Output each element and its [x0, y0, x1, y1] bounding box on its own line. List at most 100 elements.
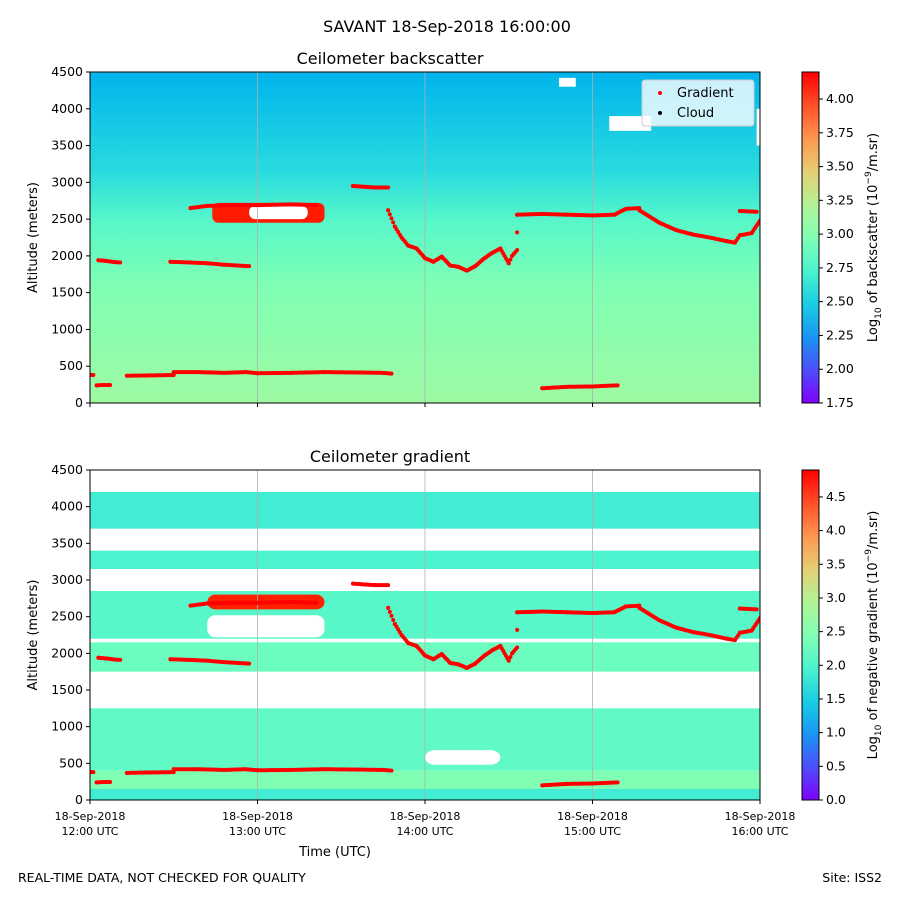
colorbar-tick-label: 3.75 [826, 125, 854, 140]
x-axis-label: Time (UTC) [298, 845, 371, 860]
y-tick-label: 2500 [51, 211, 83, 226]
x-tick-label: 18-Sep-2018 [390, 810, 461, 823]
colorbar-tick-label: 2.0 [826, 657, 846, 672]
y-tick-label: 1000 [51, 321, 83, 336]
colorbar-label: Log10 of negative gradient (10−9/m.sr) [864, 511, 884, 760]
site-label: Site: ISS2 [822, 870, 882, 885]
missing-data-patch [609, 116, 652, 131]
y-tick-label: 3000 [51, 572, 83, 587]
gradient-point [247, 661, 252, 666]
colorbar [801, 71, 820, 404]
colorbar-tick-label: 2.00 [826, 361, 854, 376]
x-tick-label: 18-Sep-2018 [55, 810, 126, 823]
gradient-point [108, 780, 113, 785]
gradient-point [389, 216, 394, 221]
colorbar-tick-label: 2.50 [826, 294, 854, 309]
gradient-point [389, 613, 394, 618]
gradient-point [314, 203, 319, 208]
colorbar-tick-label: 3.5 [826, 556, 846, 571]
figure-suptitle: SAVANT 18-Sep-2018 16:00:00 [323, 17, 571, 36]
y-tick-label: 4500 [51, 462, 83, 477]
y-tick-label: 0 [75, 395, 83, 410]
gradient-series [90, 581, 760, 788]
gradient-point [615, 780, 620, 785]
missing-data-patch [425, 750, 501, 765]
missing-data-patch [756, 108, 760, 146]
colorbar-tick-label: 1.5 [826, 691, 846, 706]
y-axis-label: Altitude (meters) [26, 182, 41, 293]
y-tick-label: 4500 [51, 64, 83, 79]
y-axis-label: Altitude (meters) [26, 580, 41, 691]
gradient-point [387, 212, 392, 217]
gradient-point [386, 583, 391, 588]
gradient-point [754, 607, 759, 612]
gradient-point [118, 260, 123, 265]
x-tick-label: 12:00 UTC [61, 825, 118, 838]
y-tick-label: 0 [75, 792, 83, 807]
y-tick-label: 3500 [51, 535, 83, 550]
gradient-point [515, 230, 520, 235]
colorbar-label: Log10 of backscatter (10−9/m.sr) [864, 133, 884, 342]
gradient-point [508, 655, 513, 659]
colorbar-tick-label: 4.0 [826, 523, 846, 538]
gradient-point [391, 617, 396, 622]
colorbar-tick-label: 4.00 [826, 91, 854, 106]
y-tick-label: 2500 [51, 609, 83, 624]
colorbar-tick-label: 1.75 [826, 395, 854, 410]
colorbar-tick-label: 3.0 [826, 590, 846, 605]
gradient-point [118, 657, 123, 662]
y-tick-label: 3500 [51, 138, 83, 153]
colorbar-tick-label: 4.5 [826, 489, 846, 504]
x-tick-label: 14:00 UTC [396, 825, 453, 838]
x-tick-label: 18-Sep-2018 [725, 810, 796, 823]
x-tick-label: 13:00 UTC [229, 825, 286, 838]
gradient-point [314, 600, 319, 605]
gradient-point [389, 371, 394, 376]
legend-marker [658, 111, 662, 115]
colorbar [801, 469, 820, 801]
colorbar-tick-label: 2.25 [826, 327, 854, 342]
y-tick-label: 500 [59, 358, 83, 373]
legend-marker [658, 91, 662, 95]
gradient-point [506, 261, 511, 266]
y-tick-label: 1000 [51, 719, 83, 734]
gradient-point [389, 768, 394, 773]
chart-title: Ceilometer backscatter [297, 49, 484, 68]
y-tick-label: 4000 [51, 499, 83, 514]
colorbar-tick-label: 2.75 [826, 260, 854, 275]
gradient-point [515, 645, 520, 650]
x-tick-label: 18-Sep-2018 [222, 810, 293, 823]
gradient-point [386, 605, 391, 610]
backscatter-chart: 0 500 1000 1500 2000 2500 3000 3500 4000 4500 Ceil… [26, 49, 884, 410]
chart-title: Ceilometer gradient [310, 447, 470, 466]
colorbar-tick-label: 0.0 [826, 792, 846, 807]
colorbar-tick-label: 3.00 [826, 226, 854, 241]
gradient-point [615, 383, 620, 388]
gradient-chart: 0 500 1000 1500 2000 2500 3000 3500 4000 4500 18-S… [26, 447, 884, 860]
y-tick-label: 3000 [51, 174, 83, 189]
legend-box [641, 79, 755, 127]
gradient-series [90, 184, 760, 391]
colorbar-tick-label: 0.5 [826, 758, 846, 773]
gradient-point [391, 220, 396, 225]
y-tick-label: 1500 [51, 285, 83, 300]
gradient-point [171, 373, 176, 378]
gradient-point [508, 257, 513, 262]
gradient-point [506, 658, 511, 663]
missing-data-patch [559, 77, 576, 87]
y-tick-label: 4000 [51, 101, 83, 116]
missing-data-patch [207, 615, 325, 638]
gradient-point [754, 209, 759, 214]
x-tick-label: 18-Sep-2018 [557, 810, 628, 823]
gradient-point [91, 373, 96, 378]
gradient-point [515, 627, 520, 632]
quality-disclaimer: REAL-TIME DATA, NOT CHECKED FOR QUALITY [18, 870, 306, 885]
colorbar-tick-label: 2.5 [826, 624, 846, 639]
colorbar-tick-label: 3.50 [826, 159, 854, 174]
y-tick-label: 500 [59, 755, 83, 770]
colorbar-tick-label: 1.0 [826, 725, 846, 740]
gradient-point [91, 770, 96, 775]
cloud-saturated [249, 205, 308, 220]
gradient-point [515, 248, 520, 253]
